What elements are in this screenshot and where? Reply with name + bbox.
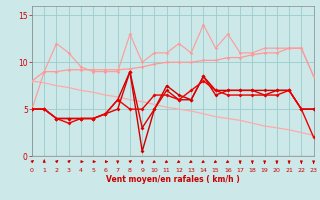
- X-axis label: Vent moyen/en rafales ( km/h ): Vent moyen/en rafales ( km/h ): [106, 175, 240, 184]
